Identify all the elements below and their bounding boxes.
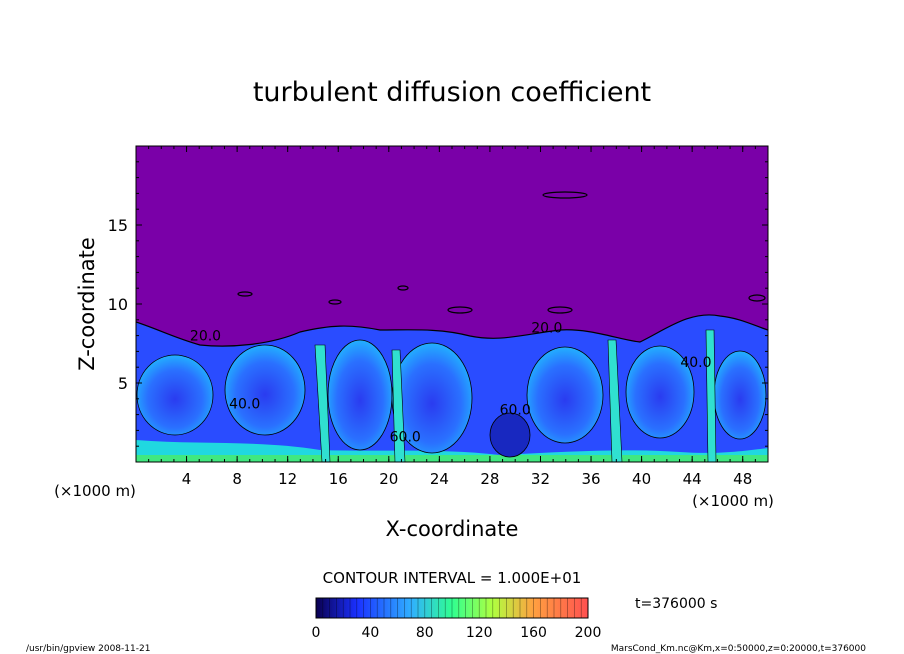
colorbar-stripes — [322, 598, 582, 618]
chart-title: turbulent diffusion coefficient — [253, 77, 651, 108]
x-tick-label: 24 — [430, 470, 449, 488]
y-tick-label: 10 — [108, 295, 128, 314]
x-tick-label: 36 — [581, 470, 600, 488]
x-tick-label: 48 — [733, 470, 752, 488]
patch — [397, 285, 409, 291]
cell-2 — [224, 344, 306, 436]
y-tick-label: 15 — [108, 216, 128, 235]
x-axis-unit-right: (×1000 m) — [692, 492, 774, 510]
updraft-1 — [314, 344, 331, 462]
x-axis-unit-left: (×1000 m) — [54, 482, 136, 500]
cell-7 — [625, 345, 695, 439]
cell-6 — [526, 346, 604, 444]
x-tick-label: 32 — [531, 470, 550, 488]
plot-area — [136, 146, 768, 462]
colorbar-tick-label: 160 — [520, 625, 547, 641]
x-tick-label: 44 — [683, 470, 702, 488]
contour-label: 40.0 — [680, 355, 711, 371]
cell-8 — [713, 350, 767, 440]
x-tick-label: 40 — [632, 470, 651, 488]
updraft-4 — [705, 329, 717, 462]
colorbar-tick-label: 120 — [466, 625, 493, 641]
contour-label: 20.0 — [190, 328, 221, 344]
cell-4 — [391, 342, 473, 454]
contour-label: 60.0 — [390, 429, 421, 445]
cell-5 — [489, 412, 531, 458]
updraft-3 — [607, 339, 623, 462]
green-base — [136, 455, 768, 462]
x-tick-label: 8 — [232, 470, 242, 488]
updraft-2 — [391, 349, 406, 462]
footer-left: /usr/bin/gpview 2008-11-21 — [26, 644, 150, 654]
x-tick-label: 16 — [329, 470, 348, 488]
footer-right: MarsCond_Km.nc@Km,x=0:50000,z=0:20000,t=… — [611, 644, 866, 654]
colorbar-tick-label: 200 — [575, 625, 602, 641]
contour-label: 60.0 — [500, 403, 531, 419]
patch — [237, 291, 253, 297]
colorbar-tick-label: 40 — [361, 625, 379, 641]
x-tick-label: 12 — [278, 470, 297, 488]
x-tick-label: 28 — [480, 470, 499, 488]
y-axis-label: Z-coordinate — [75, 237, 99, 371]
patch — [328, 299, 342, 305]
colorbar-tick-label: 80 — [416, 625, 434, 641]
contour-label: 40.0 — [229, 396, 260, 412]
y-axis-ticks: 5 10 15 — [108, 161, 768, 447]
contour-label: 20.0 — [531, 320, 562, 336]
patch — [547, 306, 573, 314]
time-label: t=376000 s — [635, 596, 717, 612]
cell-1 — [136, 354, 214, 436]
y-tick-label: 5 — [118, 374, 128, 393]
colorbar-ticks: 0 40 80 120 160 200 — [312, 625, 602, 641]
x-axis-label: X-coordinate — [386, 517, 519, 541]
patch — [542, 191, 588, 199]
contour-interval: CONTOUR INTERVAL = 1.000E+01 — [323, 569, 582, 587]
colorbar-tick-label: 0 — [312, 625, 321, 641]
patch — [447, 306, 473, 314]
x-tick-label: 20 — [379, 470, 398, 488]
top-contour — [136, 314, 768, 347]
contour-labels: 20.0 40.0 60.0 60.0 20.0 40.0 — [190, 320, 712, 445]
patch — [748, 294, 766, 302]
cell-3 — [327, 339, 393, 451]
x-axis-ticks: 4 8 12 16 20 24 28 32 36 40 44 48 — [148, 146, 756, 488]
x-tick-label: 4 — [182, 470, 192, 488]
